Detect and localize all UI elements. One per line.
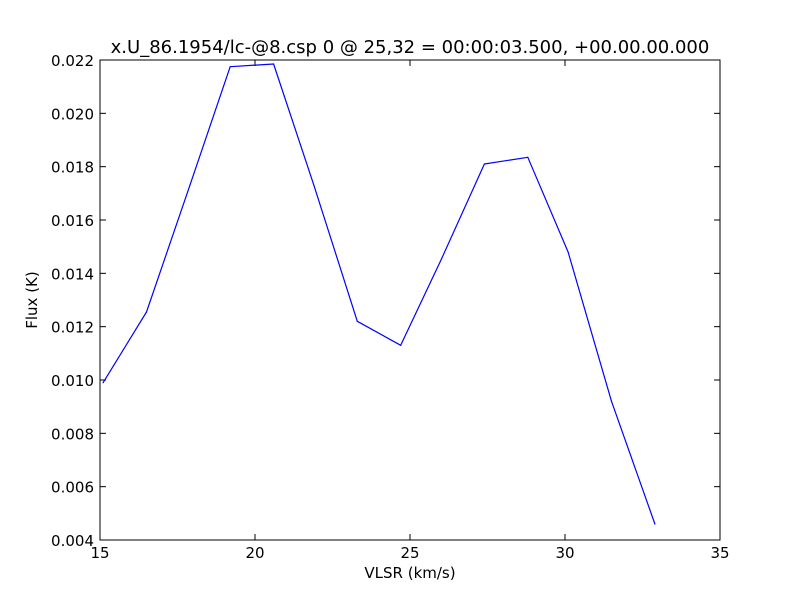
x-tick-label: 15 bbox=[90, 544, 109, 562]
data-point bbox=[483, 163, 485, 165]
data-point bbox=[527, 156, 529, 158]
x-axis-label: VLSR (km/s) bbox=[364, 564, 455, 582]
y-axis-label: Flux (K) bbox=[23, 271, 41, 329]
x-tick-label: 20 bbox=[245, 544, 264, 562]
y-tick-label: 0.022 bbox=[51, 52, 94, 70]
data-point bbox=[610, 400, 613, 402]
y-tick-label: 0.020 bbox=[51, 105, 94, 123]
data-point bbox=[654, 523, 656, 525]
data-point bbox=[567, 251, 569, 253]
series-layer bbox=[102, 63, 656, 525]
y-tick-label: 0.016 bbox=[51, 212, 94, 230]
data-point bbox=[440, 259, 442, 261]
data-point bbox=[102, 382, 104, 384]
data-point bbox=[313, 184, 315, 186]
plot-frame bbox=[99, 59, 721, 541]
x-tick-label: 30 bbox=[555, 544, 574, 562]
data-point bbox=[189, 184, 191, 186]
y-tick-label: 0.018 bbox=[51, 159, 94, 177]
y-tick-label: 0.010 bbox=[51, 372, 94, 390]
y-tick-label: 0.006 bbox=[51, 479, 94, 497]
data-point bbox=[273, 63, 275, 65]
y-tick-label: 0.012 bbox=[51, 319, 94, 337]
data-point bbox=[229, 66, 231, 68]
x-tick-label: 25 bbox=[400, 544, 419, 562]
data-point bbox=[356, 320, 358, 322]
x-tick-label: 35 bbox=[710, 544, 729, 562]
y-tick-label: 0.004 bbox=[51, 532, 94, 550]
y-axis-ticks: 0.004 0.006 0.008 0.010 0.012 0.014 0.016 0.018… bbox=[51, 52, 720, 550]
data-point bbox=[400, 344, 402, 346]
x-axis-ticks: 15 20 25 30 35 bbox=[90, 60, 730, 562]
chart-title: x.U_86.1954/lc-@8.csp 0 @ 25,32 = 00:00:… bbox=[111, 37, 710, 58]
y-tick-label: 0.008 bbox=[51, 425, 94, 443]
y-tick-label: 0.014 bbox=[51, 265, 94, 283]
data-point bbox=[145, 311, 148, 313]
series-line bbox=[102, 63, 656, 525]
